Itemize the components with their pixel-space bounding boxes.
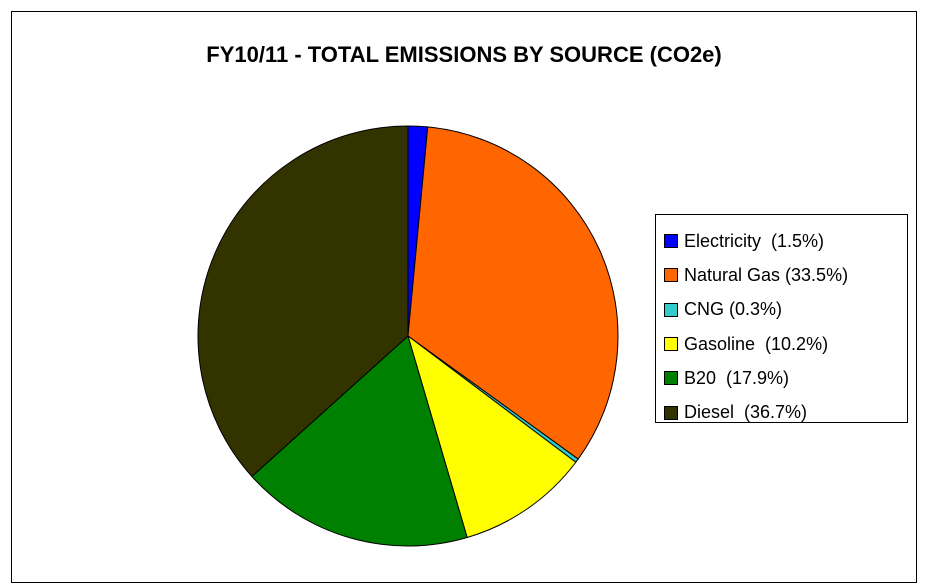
legend-swatch: [664, 337, 678, 352]
legend-label: Diesel (36.7%): [684, 402, 808, 423]
chart-legend: Electricity (1.5%) Natural Gas (33.5%) C…: [655, 214, 908, 423]
legend-swatch: [664, 371, 678, 386]
pie-slice-diesel: [197, 125, 409, 477]
legend-label: CNG (0.3%): [684, 299, 783, 320]
pie-slice-b20: [251, 335, 468, 547]
legend-item-electricity: Electricity (1.5%): [656, 224, 907, 258]
pie-slice-natural-gas: [407, 126, 619, 460]
chart-title: FY10/11 - TOTAL EMISSIONS BY SOURCE (CO2…: [206, 42, 722, 67]
legend-swatch: [664, 268, 678, 283]
legend-label: Electricity (1.5%): [684, 230, 825, 251]
legend-label: B20 (17.9%): [684, 367, 790, 388]
legend-item-natural-gas: Natural Gas (33.5%): [656, 258, 907, 292]
legend-item-diesel: Diesel (36.7%): [656, 395, 907, 429]
legend-item-b20: B20 (17.9%): [656, 361, 907, 395]
legend-swatch: [664, 302, 678, 317]
pie-slice-gasoline: [407, 335, 577, 538]
legend-swatch: [664, 405, 678, 420]
legend-label: Natural Gas (33.5%): [684, 264, 849, 285]
legend-swatch: [664, 234, 678, 249]
legend-label: Gasoline (10.2%): [684, 333, 829, 354]
legend-item-gasoline: Gasoline (10.2%): [656, 327, 907, 361]
legend-item-cng: CNG (0.3%): [656, 293, 907, 327]
